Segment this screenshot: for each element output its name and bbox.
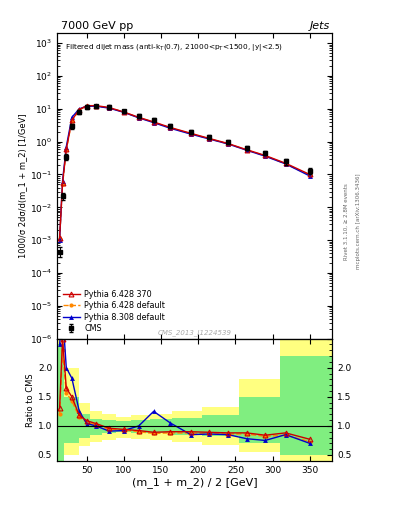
Pythia 6.428 default xyxy=(189,131,193,137)
Legend: Pythia 6.428 370, Pythia 6.428 default, Pythia 8.308 default, CMS: Pythia 6.428 370, Pythia 6.428 default, … xyxy=(61,288,167,335)
Pythia 6.428 default xyxy=(307,172,312,178)
Text: CMS_2013_I1224539: CMS_2013_I1224539 xyxy=(158,329,231,335)
Pythia 6.428 default xyxy=(244,147,249,153)
Pythia 6.428 370 xyxy=(244,146,249,153)
Pythia 8.308 default xyxy=(60,178,65,184)
Pythia 6.428 370 xyxy=(189,130,193,136)
Pythia 6.428 default xyxy=(60,181,65,187)
Pythia 6.428 370 xyxy=(263,153,268,159)
Pythia 6.428 370 xyxy=(136,114,141,120)
Pythia 6.428 370 xyxy=(94,102,98,109)
Pythia 6.428 default xyxy=(136,115,141,121)
Text: Filtered dijet mass (anti-k$_T$(0.7), 21000<p$_T$<1500, |y|<2.5): Filtered dijet mass (anti-k$_T$(0.7), 21… xyxy=(65,42,283,53)
Pythia 8.308 default xyxy=(64,144,69,150)
Pythia 6.428 default xyxy=(121,109,126,115)
Y-axis label: 1000/σ 2dσ/d(m_1 + m_2) [1/GeV]: 1000/σ 2dσ/d(m_1 + m_2) [1/GeV] xyxy=(18,114,27,258)
Pythia 6.428 370 xyxy=(283,160,288,166)
Pythia 8.308 default xyxy=(226,141,230,147)
Pythia 8.308 default xyxy=(189,131,193,137)
Pythia 8.308 default xyxy=(263,153,268,159)
Text: Jets: Jets xyxy=(310,20,330,31)
Pythia 8.308 default xyxy=(84,103,89,109)
Pythia 8.308 default xyxy=(244,147,249,153)
Pythia 6.428 370 xyxy=(64,146,69,153)
Pythia 8.308 default xyxy=(57,237,62,243)
Pythia 6.428 370 xyxy=(70,117,74,123)
Pythia 6.428 default xyxy=(84,103,89,109)
Pythia 6.428 default xyxy=(263,153,268,159)
Pythia 6.428 370 xyxy=(207,135,212,141)
Pythia 6.428 default xyxy=(168,125,173,131)
Pythia 8.308 default xyxy=(70,114,74,120)
Pythia 6.428 default xyxy=(94,103,98,109)
Pythia 6.428 370 xyxy=(151,119,156,125)
Pythia 6.428 370 xyxy=(84,102,89,109)
Y-axis label: Ratio to CMS: Ratio to CMS xyxy=(26,373,35,426)
Text: 7000 GeV pp: 7000 GeV pp xyxy=(61,20,133,31)
Pythia 6.428 370 xyxy=(57,234,62,241)
Pythia 8.308 default xyxy=(283,161,288,167)
X-axis label: (m_1 + m_2) / 2 [GeV]: (m_1 + m_2) / 2 [GeV] xyxy=(132,477,257,488)
Pythia 6.428 370 xyxy=(226,140,230,146)
Text: mcplots.cern.ch [arXiv:1306.3436]: mcplots.cern.ch [arXiv:1306.3436] xyxy=(356,174,361,269)
Line: Pythia 6.428 370: Pythia 6.428 370 xyxy=(57,103,312,240)
Pythia 6.428 370 xyxy=(121,109,126,115)
Pythia 6.428 default xyxy=(70,118,74,124)
Pythia 6.428 default xyxy=(151,119,156,125)
Pythia 6.428 default xyxy=(107,104,111,111)
Line: Pythia 8.308 default: Pythia 8.308 default xyxy=(57,104,312,243)
Pythia 8.308 default xyxy=(207,136,212,142)
Pythia 6.428 default xyxy=(64,147,69,153)
Pythia 6.428 370 xyxy=(107,104,111,111)
Pythia 6.428 370 xyxy=(168,124,173,131)
Pythia 6.428 default xyxy=(226,141,230,147)
Pythia 6.428 default xyxy=(207,136,212,142)
Pythia 6.428 370 xyxy=(77,106,82,113)
Pythia 6.428 default xyxy=(283,161,288,167)
Pythia 6.428 370 xyxy=(60,180,65,186)
Pythia 6.428 370 xyxy=(307,172,312,178)
Pythia 8.308 default xyxy=(121,109,126,115)
Pythia 8.308 default xyxy=(168,125,173,132)
Pythia 6.428 default xyxy=(77,107,82,113)
Pythia 6.428 default xyxy=(57,236,62,242)
Pythia 8.308 default xyxy=(94,103,98,109)
Pythia 8.308 default xyxy=(107,105,111,111)
Line: Pythia 6.428 default: Pythia 6.428 default xyxy=(57,104,312,241)
Pythia 8.308 default xyxy=(307,173,312,179)
Pythia 8.308 default xyxy=(136,115,141,121)
Pythia 8.308 default xyxy=(77,106,82,112)
Text: Rivet 3.1.10, ≥ 2.8M events: Rivet 3.1.10, ≥ 2.8M events xyxy=(344,183,349,260)
Pythia 8.308 default xyxy=(151,119,156,125)
